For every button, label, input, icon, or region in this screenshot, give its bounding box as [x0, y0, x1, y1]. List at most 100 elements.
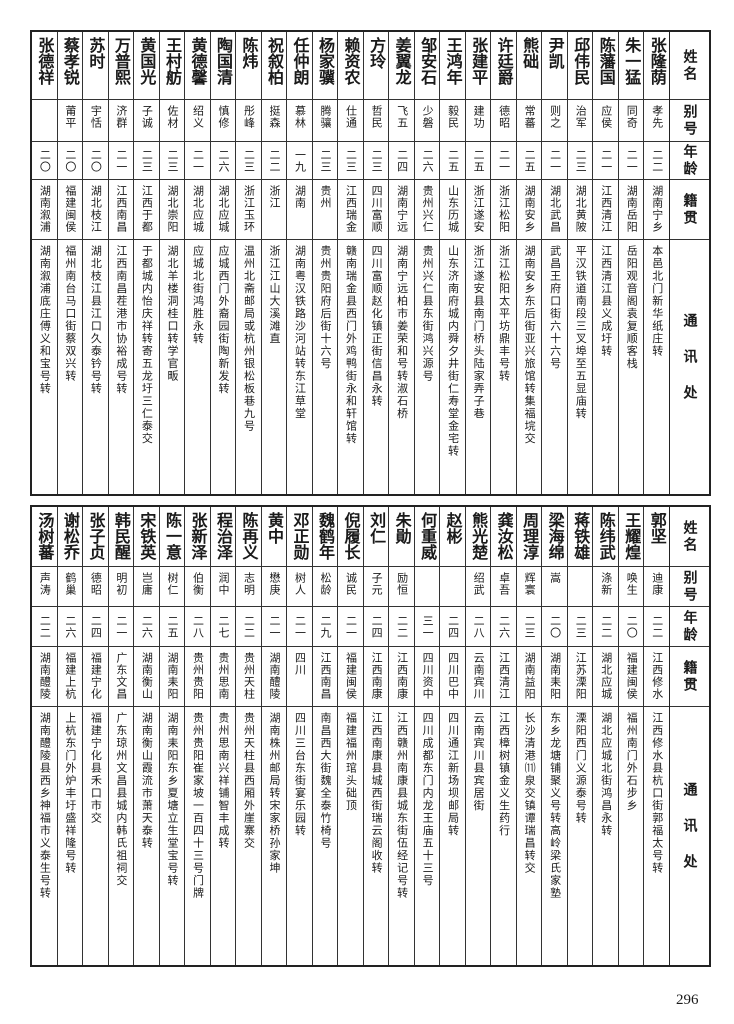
person-age: 二〇: [83, 142, 108, 180]
person-address-text: 于都城内怡庆祥转寄五龙圩三仁泰交: [140, 245, 154, 445]
person-column: 魏鹤年 松龄 二九 江西南昌 南昌西大街魏全泰竹椅号: [311, 507, 338, 965]
person-address-text: 湖南宁远柏市姜荣和号转淑石桥: [395, 245, 409, 420]
person-address-text: 福建福州琯头础顶: [344, 712, 358, 812]
person-age-text: 二六: [497, 614, 511, 639]
person-age-text: 二三: [140, 148, 154, 173]
person-name: 熊础: [516, 32, 542, 100]
person-alias-text: 明初: [114, 572, 128, 596]
person-name: 魏鹤年: [312, 507, 338, 567]
person-native-text: 湖北崇阳: [165, 185, 179, 233]
person-address: 四川富顺赵化镇正街信昌永转: [364, 240, 389, 494]
person-name-text: 万普熙: [111, 37, 131, 85]
person-native-text: 湖南衡山: [140, 652, 154, 700]
person-name-text: 黄国光: [137, 37, 157, 85]
person-age-text: 二一: [268, 614, 281, 639]
header-native: 籍贯: [670, 180, 709, 240]
person-alias: 树人: [287, 567, 312, 607]
person-name: 张新泽: [185, 507, 210, 567]
person-age-text: 二二: [650, 614, 664, 639]
person-alias: 嵩: [542, 567, 567, 607]
person-address: 江西南康县城西街瑞云阁收转: [364, 707, 389, 965]
person-address-text: 湖北羊楼洞桂口转学官畈: [165, 245, 179, 383]
person-native-text: 湖北应城: [216, 185, 230, 233]
person-name-text: 张隆荫: [647, 37, 667, 85]
person-age-text: 二三: [344, 148, 358, 173]
person-native: 福建闽侯: [618, 647, 644, 707]
person-alias: 宇恬: [83, 100, 108, 142]
person-age: 二二: [644, 607, 669, 647]
person-alias-text: 仕通: [344, 105, 358, 129]
person-alias-text: 莆平: [63, 105, 77, 129]
person-age: 二三: [236, 142, 261, 180]
person-alias: 应侯: [593, 100, 618, 142]
person-column: 陈一意 树仁 二五 湖南耒阳 湖南耒阳东乡夏塘立生堂宝号转: [158, 507, 185, 965]
person-native-text: 福建闽侯: [344, 652, 358, 700]
person-name: 郭坚: [644, 507, 669, 567]
person-name-text: 王村舫: [162, 37, 182, 85]
person-address-text: 赣南瑞金县西门外鸡鸭街永和轩馆转: [344, 245, 358, 445]
person-name-text: 宋铁英: [137, 512, 157, 560]
person-alias-text: 德昭: [497, 105, 511, 129]
person-address: 武昌王府口街六十六号: [542, 240, 567, 494]
person-column: 张新泽 伯衡 二八 贵州贵阳 贵州贵阳崔家坡一百四十三号门牌: [184, 507, 210, 965]
person-address: 福州南门外石步乡: [619, 707, 644, 965]
person-name: 谢松乔: [57, 507, 83, 567]
person-column: 王耀煌 唤生 二〇 福建闽侯 福州南门外石步乡: [617, 507, 644, 965]
person-native: 江西于都: [134, 180, 159, 240]
person-alias-text: 慎修: [216, 105, 230, 129]
person-address: 江西修水县杭口街郭福太号转: [644, 707, 669, 965]
person-age-text: 二五: [165, 614, 179, 639]
person-column: 蒋铁雄 二三 江苏溧阳 溧阳西门义源泰号转: [566, 507, 593, 965]
person-age: 二五: [465, 142, 491, 180]
person-name: 黄国光: [134, 32, 159, 100]
person-native-text: 浙江遂安: [472, 185, 486, 233]
person-column: 陈再义 志明 二二 贵州天柱 贵州天柱县西厢外崖寨交: [235, 507, 261, 965]
roster-table-top: 姓名 别号 年龄 籍贯 通讯处 张隆荫 孝先 二二 湖南宁乡 本邑北门新华纸庄转 朱一猛 同奇 二一 湖南…: [30, 30, 711, 496]
person-native-text: 湖北黄陂: [574, 185, 588, 233]
person-address: 湖南溆浦底庄傅义和宝号转: [32, 240, 57, 494]
person-name-text: 程治泽: [213, 512, 233, 560]
person-address-text: 温州北斋邮局或杭州银松板巷九号: [242, 245, 256, 433]
person-age: 二五: [440, 142, 465, 180]
person-column: 陈炜 彤峰 二三 浙江玉环 温州北斋邮局或杭州银松板巷九号: [235, 32, 261, 494]
person-name: 宋铁英: [134, 507, 159, 567]
person-alias: 慎修: [210, 100, 236, 142]
person-address: 湖北应城北街鸿昌永转: [593, 707, 618, 965]
person-address: 贵州贵阳府后街十六号: [313, 240, 338, 494]
person-native: 四川巴中: [440, 647, 465, 707]
person-address: 于都城内怡庆祥转寄五龙圩三仁泰交: [134, 240, 159, 494]
person-age-text: 二六: [216, 148, 230, 173]
person-native: 广东文昌: [108, 647, 134, 707]
person-name-text: 熊光楚: [469, 512, 489, 560]
person-age-text: 二二: [599, 614, 613, 639]
person-age-text: 二一: [344, 614, 358, 639]
person-alias-text: 诚民: [344, 572, 358, 596]
person-alias-text: 树人: [293, 572, 307, 596]
person-address-text: 贵州天柱县西厢外崖寨交: [242, 712, 256, 850]
person-age: 二一: [593, 142, 618, 180]
person-alias-text: 涤新: [599, 572, 613, 596]
person-name-text: 赖资农: [341, 37, 361, 85]
person-name-text: 邱伟民: [571, 37, 591, 85]
person-name-text: 祝叙柏: [265, 37, 284, 85]
person-name-text: 任仲朗: [290, 37, 310, 85]
person-age: 二四: [363, 607, 389, 647]
person-address-text: 上杭东门外炉丰圩盛祥隆号转: [63, 712, 77, 875]
person-name: 王鸿年: [440, 32, 465, 100]
person-native-text: 湖南岳阳: [625, 185, 639, 233]
header-age-text: 年龄: [681, 609, 698, 644]
person-native: 山东历城: [440, 180, 465, 240]
person-age-text: 二二: [650, 148, 664, 173]
person-native: 湖北武昌: [542, 180, 567, 240]
person-address-text: 贵州思南兴祥铺智丰成转: [216, 712, 230, 850]
person-age-text: 二二: [38, 614, 52, 639]
person-age: 二七: [210, 607, 236, 647]
person-address-text: 福州南台马口街蔡双兴转: [63, 245, 77, 383]
header-alias: 别号: [670, 100, 709, 142]
person-address-text: 湖南安乡东后街亚兴旅馆转集福垸交: [523, 245, 537, 445]
person-name-text: 杨家骥: [316, 37, 336, 85]
person-column: 周理淳 辉寰 二三 湖南益阳 长沙清港⑾泉交镇谭瑞昌转交: [515, 507, 542, 965]
person-native: 江西清江: [491, 647, 516, 707]
person-name: 龚汝松: [491, 507, 516, 567]
person-native-text: 湖南耒阳: [548, 652, 562, 700]
